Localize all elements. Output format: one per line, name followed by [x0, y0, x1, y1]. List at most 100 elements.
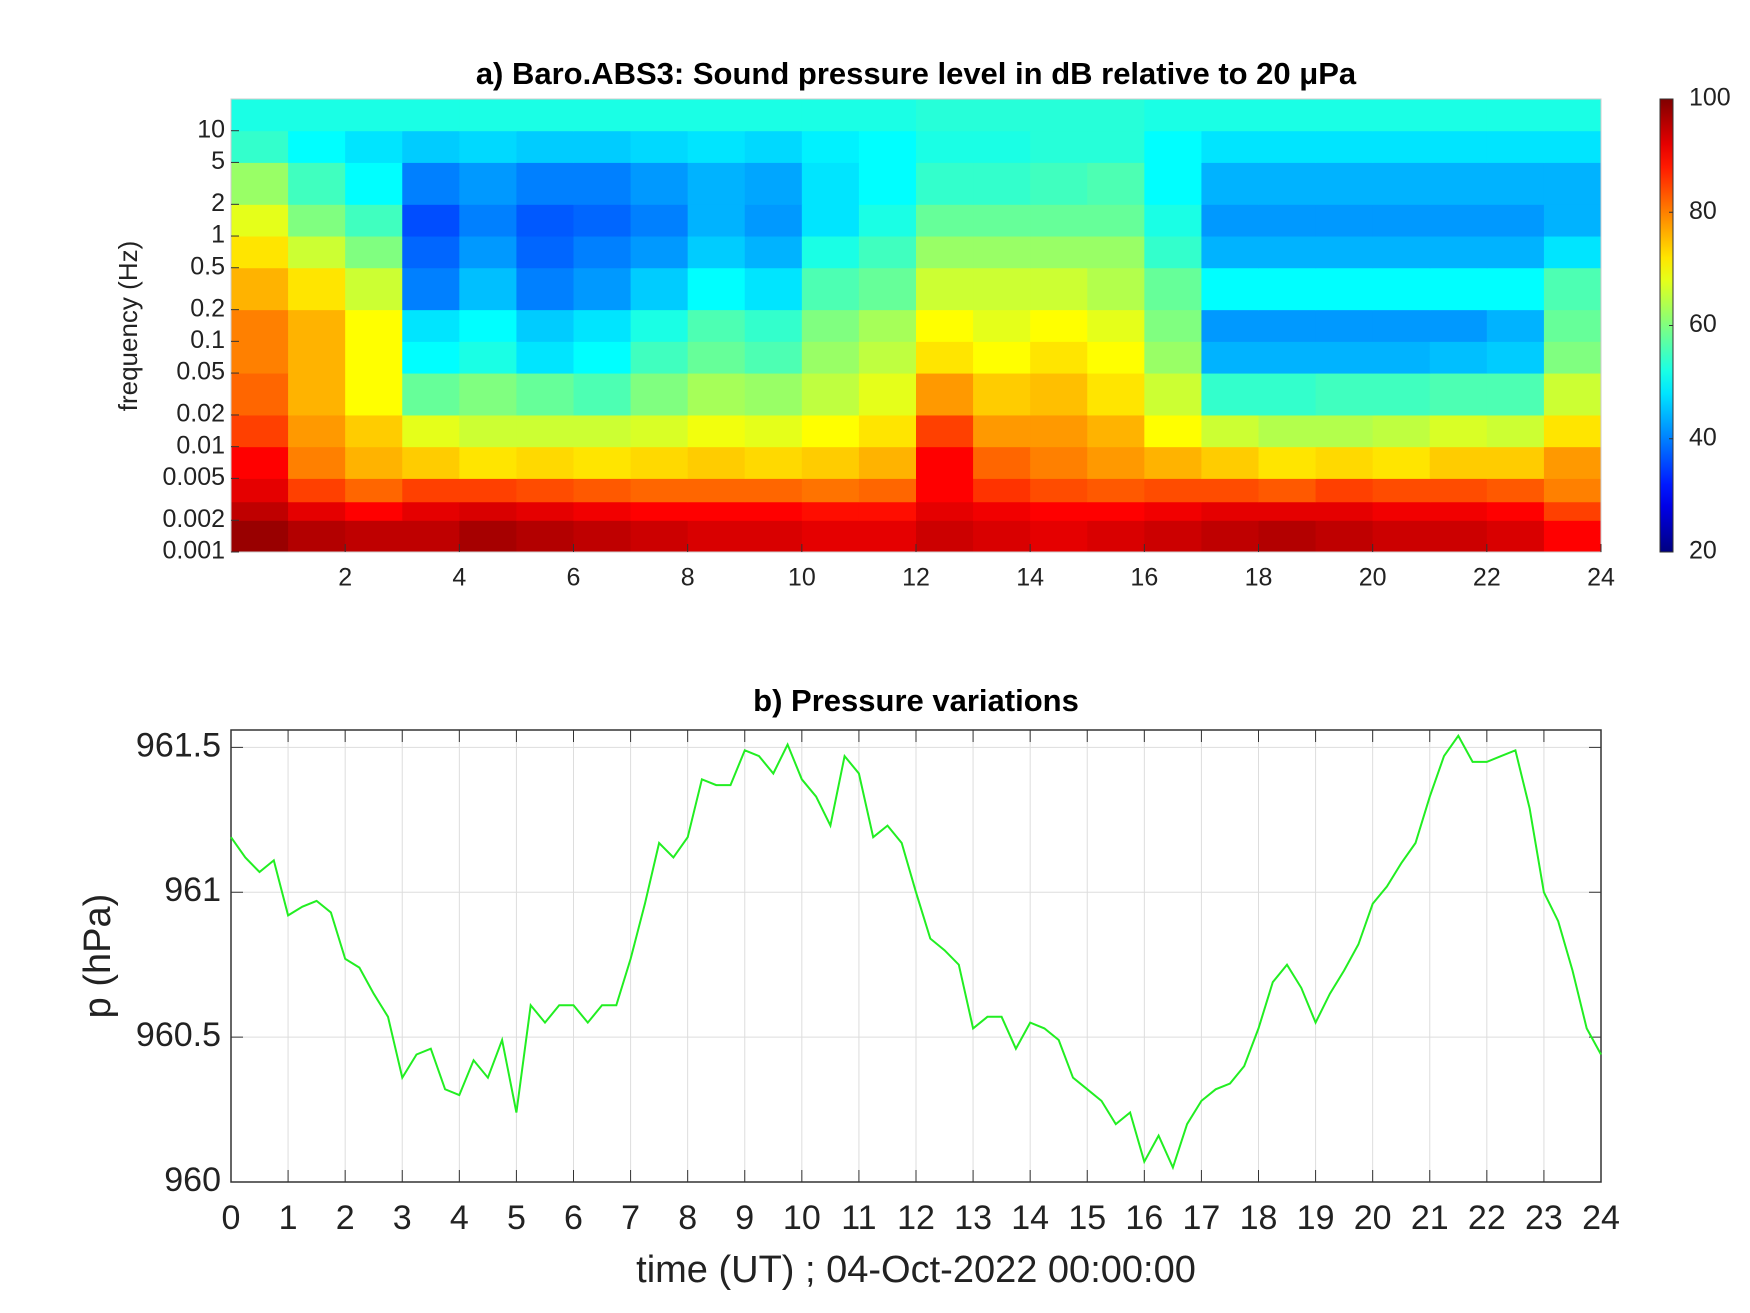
heatmap-cell — [288, 99, 346, 132]
heatmap-cell — [801, 414, 860, 448]
heatmap-cell — [288, 446, 346, 479]
heatmap-cell — [1429, 341, 1488, 374]
heatmap-cell — [231, 130, 289, 163]
heatmap-cell — [573, 520, 632, 553]
x-tick-label: 4 — [452, 564, 466, 592]
x-tick-label: 2 — [338, 564, 352, 592]
heatmap-cell — [1543, 236, 1602, 269]
heatmap-cell — [1258, 414, 1317, 448]
x-tick-label: 11 — [841, 1199, 876, 1237]
heatmap-cell — [231, 501, 289, 521]
x-tick-label: 5 — [507, 1199, 526, 1237]
heatmap-cell — [459, 446, 517, 479]
heatmap-cell — [1030, 446, 1088, 479]
heatmap-cell — [1144, 373, 1202, 416]
heatmap-cell — [1315, 162, 1374, 205]
x-tick-label: 19 — [1297, 1199, 1335, 1237]
heatmap-cell — [801, 162, 860, 205]
heatmap-cell — [288, 520, 346, 553]
heatmap-cell — [573, 162, 632, 205]
heatmap-cell — [744, 341, 803, 374]
y-axis-label: frequency (Hz) — [113, 241, 143, 412]
heatmap-cell — [1201, 501, 1259, 521]
heatmap-cell — [1144, 414, 1202, 448]
heatmap-cell — [345, 162, 403, 205]
heatmap-cell — [858, 162, 917, 205]
heatmap-cell — [744, 162, 803, 205]
heatmap-cell — [1429, 478, 1488, 503]
y-tick-label: 0.01 — [176, 431, 225, 459]
heatmap-cell — [744, 267, 803, 311]
y-tick-label: 961.5 — [136, 726, 221, 764]
heatmap-cell — [858, 501, 917, 521]
heatmap-cell — [288, 373, 346, 416]
heatmap-cell — [630, 520, 689, 553]
x-tick-label: 10 — [783, 1199, 821, 1237]
heatmap-cell — [1201, 204, 1259, 237]
heatmap-cell — [973, 520, 1031, 553]
heatmap-cell — [1258, 130, 1317, 163]
data-line — [230, 733, 1602, 1171]
heatmap-cell — [1429, 267, 1488, 311]
heatmap-cell — [630, 446, 689, 479]
heatmap-cell — [231, 162, 289, 205]
heatmap-cell — [345, 267, 403, 311]
heatmap-cell — [630, 414, 689, 448]
heatmap-cell — [345, 373, 403, 416]
x-tick-label: 16 — [1130, 564, 1158, 592]
heatmap-cell — [573, 267, 632, 311]
heatmap-cell — [1486, 267, 1545, 311]
heatmap-cell — [1144, 236, 1202, 269]
heatmap-cell — [630, 236, 689, 269]
y-tick-label: 0.002 — [162, 505, 225, 533]
y-tick-label: 0.005 — [162, 463, 225, 491]
heatmap-cell — [231, 204, 289, 237]
heatmap-cell — [516, 162, 574, 205]
heatmap-cell — [973, 478, 1031, 503]
heatmap-cell — [858, 204, 917, 237]
y-tick-label: 0.001 — [162, 537, 225, 565]
heatmap-cell — [1486, 204, 1545, 237]
heatmap-cell — [801, 130, 860, 163]
heatmap-cell — [231, 267, 289, 311]
heatmap-cell — [1315, 414, 1374, 448]
heatmap-cell — [288, 130, 346, 163]
heatmap-cell — [630, 309, 689, 342]
heatmap-cell — [916, 446, 974, 479]
heatmap-cell — [973, 99, 1031, 132]
heatmap-cell — [459, 236, 517, 269]
heatmap-cell — [1087, 267, 1145, 311]
heatmap-cell — [1030, 162, 1088, 205]
y-tick-label: 960.5 — [136, 1016, 221, 1054]
heatmap-cell — [516, 341, 574, 374]
heatmap-cell — [1543, 99, 1602, 132]
heatmap-cell — [801, 373, 860, 416]
heatmap-cell — [1543, 309, 1602, 342]
heatmap-cell — [1144, 99, 1202, 132]
heatmap-cell — [916, 341, 974, 374]
heatmap-cell — [231, 341, 289, 374]
heatmap-cell — [1030, 414, 1088, 448]
heatmap-cell — [231, 236, 289, 269]
x-tick-label: 4 — [450, 1199, 469, 1237]
heatmap-cell — [288, 501, 346, 521]
heatmap-cell — [1144, 478, 1202, 503]
heatmap-cell — [231, 414, 289, 448]
heatmap-cell — [573, 130, 632, 163]
heatmap-cell — [1258, 99, 1317, 132]
heatmap-cell — [1315, 309, 1374, 342]
heatmap-cell — [1429, 414, 1488, 448]
heatmap-cell — [1258, 236, 1317, 269]
heatmap-cell — [1030, 130, 1088, 163]
heatmap-cell — [973, 204, 1031, 237]
heatmap-cell — [1543, 520, 1602, 553]
heatmap-cell — [231, 520, 289, 553]
heatmap-cell — [1315, 520, 1374, 553]
heatmap-cell — [687, 341, 746, 374]
heatmap-cell — [858, 99, 917, 132]
x-tick-label: 18 — [1240, 1199, 1278, 1237]
heatmap-cell — [516, 478, 574, 503]
heatmap-cell — [687, 373, 746, 416]
heatmap-cell — [1543, 162, 1602, 205]
heatmap-cell — [1030, 478, 1088, 503]
